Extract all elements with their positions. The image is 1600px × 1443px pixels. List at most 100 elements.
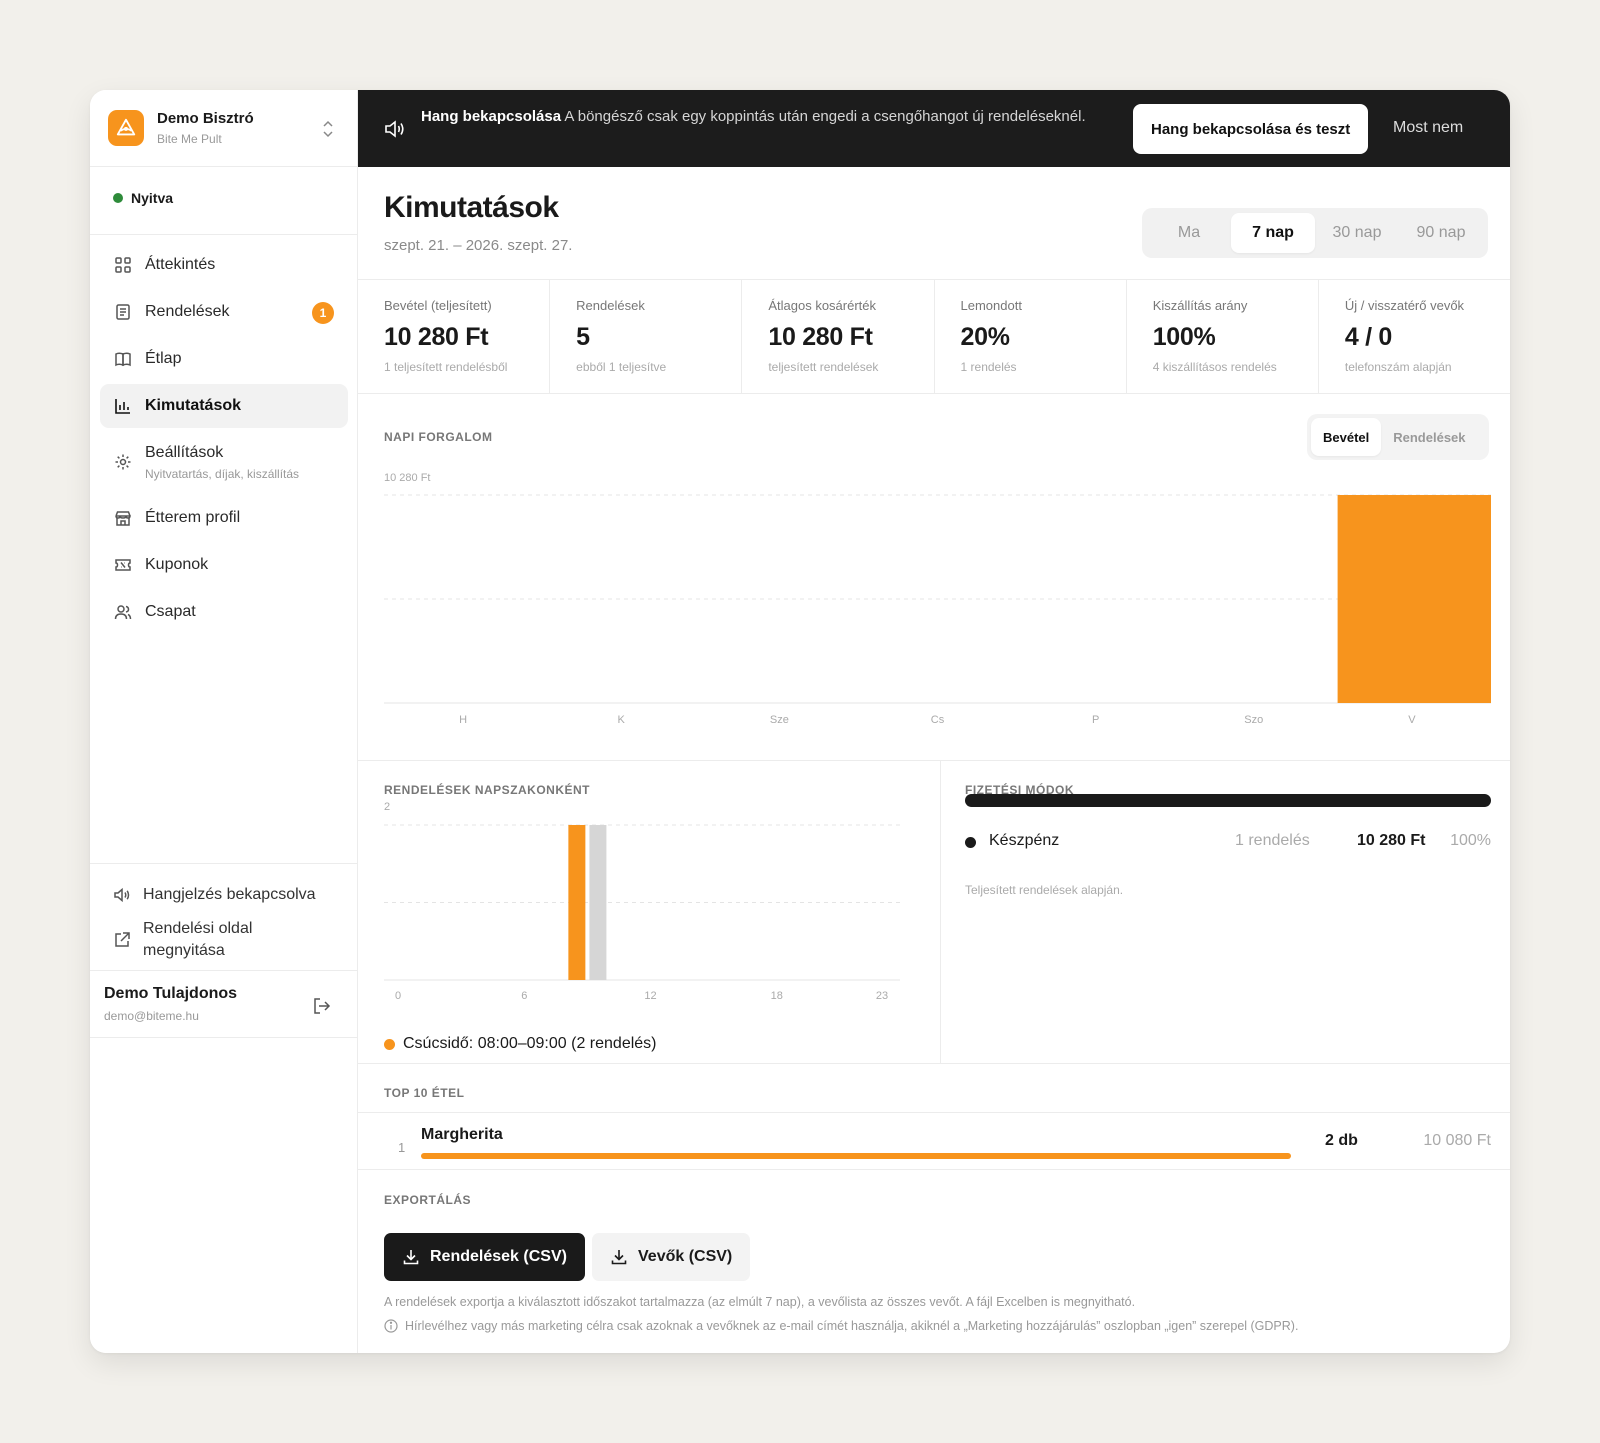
sidebar-item-etterem-profil[interactable]: Étterem profil bbox=[100, 496, 348, 540]
page-title: Kimutatások bbox=[384, 191, 559, 224]
hourly-chart-title: RENDELÉSEK NAPSZAKONKÉNT bbox=[384, 783, 591, 797]
open-status: Nyitva bbox=[113, 190, 173, 206]
toggle-revenue[interactable]: Bevétel bbox=[1311, 418, 1382, 456]
x-tick-label: Cs bbox=[931, 714, 945, 726]
kpi-label: Bevétel (teljesített) bbox=[384, 298, 492, 313]
daily-revenue-chart: 10 280 Ft H K Sze Cs P Szo V bbox=[384, 472, 1491, 726]
sidebar-item-label: Kimutatások bbox=[145, 397, 242, 414]
sidebar-item-label: Étlap bbox=[145, 350, 182, 367]
kpi-revenue: Bevétel (teljesített) 10 280 Ft 1 teljes… bbox=[358, 280, 551, 393]
enable-sound-button[interactable]: Hang bekapcsolása és teszt bbox=[1133, 104, 1369, 154]
x-tick-label: V bbox=[1408, 714, 1416, 726]
sound-toggle[interactable]: Hangjelzés bekapcsolva bbox=[113, 886, 316, 904]
chevron-up-down-icon bbox=[323, 120, 333, 138]
kpi-sub: 1 teljesített rendelésből bbox=[384, 360, 508, 374]
sidebar-item-kuponok[interactable]: Kuponok bbox=[100, 543, 348, 587]
x-tick-label: 12 bbox=[644, 990, 656, 1002]
book-open-icon bbox=[113, 349, 133, 369]
sound-toggle-label: Hangjelzés bekapcsolva bbox=[143, 886, 316, 903]
kpi-value: 4 / 0 bbox=[1344, 323, 1393, 351]
top-item-quantity: 2 db bbox=[1325, 1132, 1358, 1149]
user-email: demo@biteme.hu bbox=[104, 1009, 199, 1023]
date-range-text: szept. 21. – 2026. szept. 27. bbox=[384, 237, 573, 254]
kpi-cancelled: Lemondott 20% 1 rendelés bbox=[935, 280, 1127, 393]
orders-count-badge: 1 bbox=[312, 302, 334, 324]
export-title: EXPORTÁLÁS bbox=[384, 1193, 472, 1207]
range-selector: Ma 7 nap 30 nap 90 nap bbox=[1142, 208, 1488, 258]
dashboard-grid-icon bbox=[113, 255, 133, 275]
speaker-icon bbox=[114, 887, 130, 903]
divider bbox=[90, 234, 358, 235]
peak-time-text: Csúcsidő: 08:00–09:00 (2 rendelés) bbox=[403, 1035, 657, 1052]
sidebar: Demo Bisztró Bite Me Pult Nyitva Áttekin… bbox=[90, 90, 358, 1353]
divider bbox=[358, 1169, 1510, 1170]
brand-switcher[interactable]: Demo Bisztró Bite Me Pult bbox=[90, 90, 358, 167]
download-icon bbox=[403, 1250, 419, 1265]
peak-time-legend: Csúcsidő: 08:00–09:00 (2 rendelés) bbox=[384, 1035, 657, 1053]
x-tick-label: Sze bbox=[770, 714, 789, 726]
divider bbox=[90, 1037, 358, 1038]
sidebar-item-etlap[interactable]: Étlap bbox=[100, 337, 348, 381]
sidebar-item-label: Beállítások bbox=[145, 443, 224, 461]
main-content: Hang bekapcsolása A böngésző csak egy ko… bbox=[358, 90, 1510, 1353]
ticket-icon bbox=[113, 555, 133, 575]
range-option-90-days[interactable]: 90 nap bbox=[1416, 224, 1466, 241]
sidebar-item-kimutatasok[interactable]: Kimutatások bbox=[100, 384, 348, 428]
sidebar-item-rendelesek[interactable]: Rendelések 1 bbox=[100, 290, 348, 334]
top-item-amount: 10 080 Ft bbox=[1423, 1132, 1491, 1149]
pizza-logo-icon bbox=[108, 110, 144, 146]
payment-name: Készpénz bbox=[989, 832, 1060, 849]
sidebar-item-label: Étterem profil bbox=[145, 509, 241, 526]
x-tick-label: K bbox=[618, 714, 626, 726]
info-icon bbox=[384, 1319, 398, 1333]
range-option-today[interactable]: Ma bbox=[1177, 224, 1201, 241]
speaker-icon bbox=[385, 120, 404, 138]
kpi-value: 100% bbox=[1152, 323, 1216, 351]
export-orders-csv-button[interactable]: Rendelések (CSV) bbox=[384, 1233, 585, 1281]
sidebar-item-label: Csapat bbox=[145, 603, 196, 620]
top-item-rank: 1 bbox=[398, 1140, 406, 1155]
user-name: Demo Tulajdonos bbox=[104, 985, 238, 1002]
toggle-orders[interactable]: Rendelések bbox=[1393, 429, 1466, 445]
sidebar-item-label: Áttekintés bbox=[145, 256, 216, 273]
kpi-label: Átlagos kosárérték bbox=[768, 298, 877, 313]
sidebar-item-csapat[interactable]: Csapat bbox=[100, 590, 348, 634]
gear-icon bbox=[113, 452, 133, 472]
kpi-sub: teljesített rendelések bbox=[768, 360, 879, 374]
kpi-sub: ebből 1 teljesítve bbox=[576, 360, 667, 374]
divider bbox=[90, 863, 358, 864]
kpi-value: 10 280 Ft bbox=[768, 323, 873, 351]
daily-chart-title: NAPI FORGALOM bbox=[384, 430, 493, 444]
bar-chart-icon bbox=[113, 396, 133, 416]
kpi-value: 5 bbox=[576, 323, 590, 351]
sound-permission-banner: Hang bekapcsolása A böngésző csak egy ko… bbox=[358, 90, 1510, 167]
kpi-row: Bevétel (teljesített) 10 280 Ft 1 teljes… bbox=[358, 279, 1510, 394]
kpi-delivery-ratio: Kiszállítás arány 100% 4 kiszállításos r… bbox=[1127, 280, 1319, 393]
kpi-label: Lemondott bbox=[960, 298, 1022, 313]
payment-amount: 10 280 Ft bbox=[1357, 832, 1426, 849]
top-item-name: Margherita bbox=[421, 1126, 503, 1143]
kpi-value: 20% bbox=[960, 323, 1010, 351]
users-icon bbox=[113, 602, 133, 622]
range-option-30-days[interactable]: 30 nap bbox=[1332, 224, 1382, 241]
kpi-orders: Rendelések 5 ebből 1 teljesítve bbox=[550, 280, 743, 393]
divider bbox=[940, 760, 941, 1063]
sidebar-item-attekintes[interactable]: Áttekintés bbox=[100, 243, 348, 287]
dismiss-banner-button[interactable]: Most nem bbox=[1393, 119, 1464, 136]
open-order-page-link[interactable]: Rendelési oldal megnyitása bbox=[113, 918, 303, 962]
x-tick-label: P bbox=[1092, 714, 1099, 726]
sidebar-item-beallitasok[interactable]: Beállítások Nyitvatartás, díjak, kiszáll… bbox=[100, 431, 348, 493]
hourly-orders-chart: 2 0 6 12 18 23 bbox=[384, 801, 900, 1002]
export-customers-csv-button[interactable]: Vevők (CSV) bbox=[592, 1233, 751, 1281]
kpi-sub: 4 kiszállításos rendelés bbox=[1152, 360, 1277, 374]
range-option-7-days[interactable]: 7 nap bbox=[1231, 213, 1315, 253]
bar-V bbox=[1337, 495, 1491, 703]
download-icon bbox=[611, 1250, 627, 1265]
logout-icon[interactable] bbox=[312, 996, 332, 1016]
x-tick-label: 18 bbox=[771, 990, 783, 1002]
kpi-label: Kiszállítás arány bbox=[1152, 298, 1248, 313]
x-tick-label: 0 bbox=[395, 990, 401, 1002]
divider bbox=[90, 970, 358, 971]
metric-toggle: Bevétel Rendelések bbox=[1307, 414, 1489, 460]
legend-dot bbox=[384, 1038, 395, 1050]
